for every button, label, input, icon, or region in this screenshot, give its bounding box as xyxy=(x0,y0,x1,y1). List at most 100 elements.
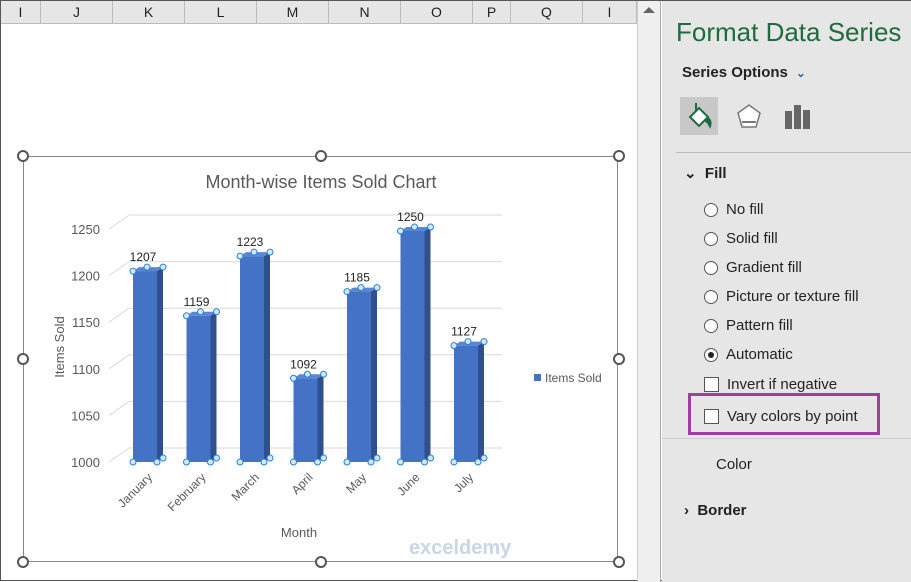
x-tick-label: June xyxy=(394,470,423,499)
column-header[interactable]: I xyxy=(1,1,41,24)
chevron-right-icon: › xyxy=(684,502,689,519)
chart-area[interactable]: Month-wise Items Sold Chart 1000 1050 1100 1… xyxy=(17,150,625,568)
selection-point xyxy=(207,458,214,466)
x-tick-label: March xyxy=(229,470,262,503)
legend-label: Items Sold xyxy=(545,371,602,385)
series-options-icon[interactable] xyxy=(780,97,818,135)
fill-option-label: Pattern fill xyxy=(726,317,793,334)
resize-handle[interactable] xyxy=(613,150,625,162)
series-options-dropdown[interactable]: Series Options ⌄ xyxy=(682,64,806,81)
border-section-header[interactable]: › Border xyxy=(684,502,747,519)
invert-if-negative-checkbox[interactable]: Invert if negative xyxy=(704,376,837,393)
column-header[interactable]: P xyxy=(473,1,511,24)
y-tick-label: 1150 xyxy=(72,315,100,330)
resize-handle[interactable] xyxy=(315,150,327,162)
radio-button[interactable] xyxy=(704,289,718,304)
fill-option-radio[interactable]: Solid fill xyxy=(704,230,778,247)
selection-point xyxy=(183,312,190,320)
fill-line-icon[interactable] xyxy=(680,97,718,135)
resize-handle[interactable] xyxy=(17,556,29,568)
selection-point xyxy=(343,288,351,296)
radio-button[interactable] xyxy=(704,260,718,275)
watermark-logo: exceldemy xyxy=(409,537,512,559)
column-header[interactable]: M xyxy=(257,1,329,24)
fill-option-radio[interactable]: No fill xyxy=(704,201,764,218)
selection-point xyxy=(320,454,327,462)
selection-point xyxy=(373,454,381,462)
bar-side xyxy=(478,341,484,462)
radio-button[interactable] xyxy=(704,231,718,246)
column-header[interactable]: J xyxy=(41,1,113,24)
column-header[interactable]: Q xyxy=(511,1,583,24)
radio-button[interactable] xyxy=(704,318,718,333)
bar-side xyxy=(317,374,324,462)
fill-option-label: Automatic xyxy=(726,346,793,363)
resize-handle[interactable] xyxy=(613,556,625,568)
column-header[interactable]: O xyxy=(401,1,473,24)
chart-svg: Month-wise Items Sold Chart 1000 1050 1100 1… xyxy=(52,172,602,559)
x-axis-title: Month xyxy=(281,525,317,540)
checkbox[interactable] xyxy=(704,377,719,392)
data-label: 1092 xyxy=(290,357,317,371)
selection-point xyxy=(153,458,161,466)
column-header[interactable]: L xyxy=(185,1,257,24)
selection-point xyxy=(183,458,190,466)
bar-side xyxy=(264,252,270,462)
tab-divider xyxy=(676,152,911,153)
column-header[interactable]: I xyxy=(583,1,637,24)
data-label: 1207 xyxy=(130,250,157,264)
fill-option-label: Solid fill xyxy=(726,230,778,247)
border-label: Border xyxy=(697,502,747,519)
data-label: 1250 xyxy=(397,210,424,224)
gridline-depth xyxy=(108,400,130,416)
selection-point xyxy=(129,267,137,275)
fill-option-radio[interactable]: Picture or texture fill xyxy=(704,288,859,305)
data-label: 1185 xyxy=(344,271,370,285)
selection-point xyxy=(236,252,244,260)
x-tick-label: April xyxy=(289,470,316,497)
effects-icon[interactable] xyxy=(730,97,768,135)
selection-point xyxy=(427,223,434,231)
selection-point xyxy=(450,342,458,350)
fill-option-radio[interactable]: Automatic xyxy=(704,346,793,363)
fill-option-radio[interactable]: Pattern fill xyxy=(704,317,793,334)
column-header[interactable]: N xyxy=(329,1,401,24)
resize-handle[interactable] xyxy=(315,556,327,568)
scroll-up-icon[interactable] xyxy=(643,7,655,13)
selection-point xyxy=(373,284,381,292)
bar xyxy=(347,291,371,462)
fill-section-header[interactable]: ⌄ Fill xyxy=(684,164,727,182)
radio-button[interactable] xyxy=(704,347,718,362)
selection-point xyxy=(213,308,220,316)
vertical-scrollbar[interactable] xyxy=(637,1,661,582)
selection-point xyxy=(320,370,327,378)
column-header[interactable]: K xyxy=(113,1,185,24)
x-tick-label: February xyxy=(165,470,209,514)
x-tick-label: May xyxy=(343,470,369,496)
radio-button[interactable] xyxy=(704,202,718,217)
chart-title: Month-wise Items Sold Chart xyxy=(205,172,436,192)
selection-point xyxy=(290,458,297,466)
selection-point xyxy=(367,458,375,466)
fill-option-label: No fill xyxy=(726,201,764,218)
resize-handle[interactable] xyxy=(17,150,29,162)
fill-option-radio[interactable]: Gradient fill xyxy=(704,259,802,276)
checkbox[interactable] xyxy=(704,409,719,424)
bar xyxy=(186,315,211,462)
invert-label: Invert if negative xyxy=(727,376,838,393)
bar xyxy=(293,378,318,462)
resize-handle[interactable] xyxy=(613,353,625,365)
data-label: 1223 xyxy=(237,235,264,249)
resize-handle[interactable] xyxy=(17,353,29,365)
selection-point xyxy=(357,284,365,292)
bar-side xyxy=(210,311,217,462)
bar xyxy=(133,271,157,462)
bar xyxy=(454,345,478,462)
vary-colors-checkbox[interactable]: Vary colors by point xyxy=(704,408,858,425)
gridline-depth xyxy=(108,447,130,463)
bar xyxy=(400,231,425,462)
selection-point xyxy=(480,338,488,346)
data-label: 1127 xyxy=(451,325,477,339)
selection-point xyxy=(236,458,244,466)
